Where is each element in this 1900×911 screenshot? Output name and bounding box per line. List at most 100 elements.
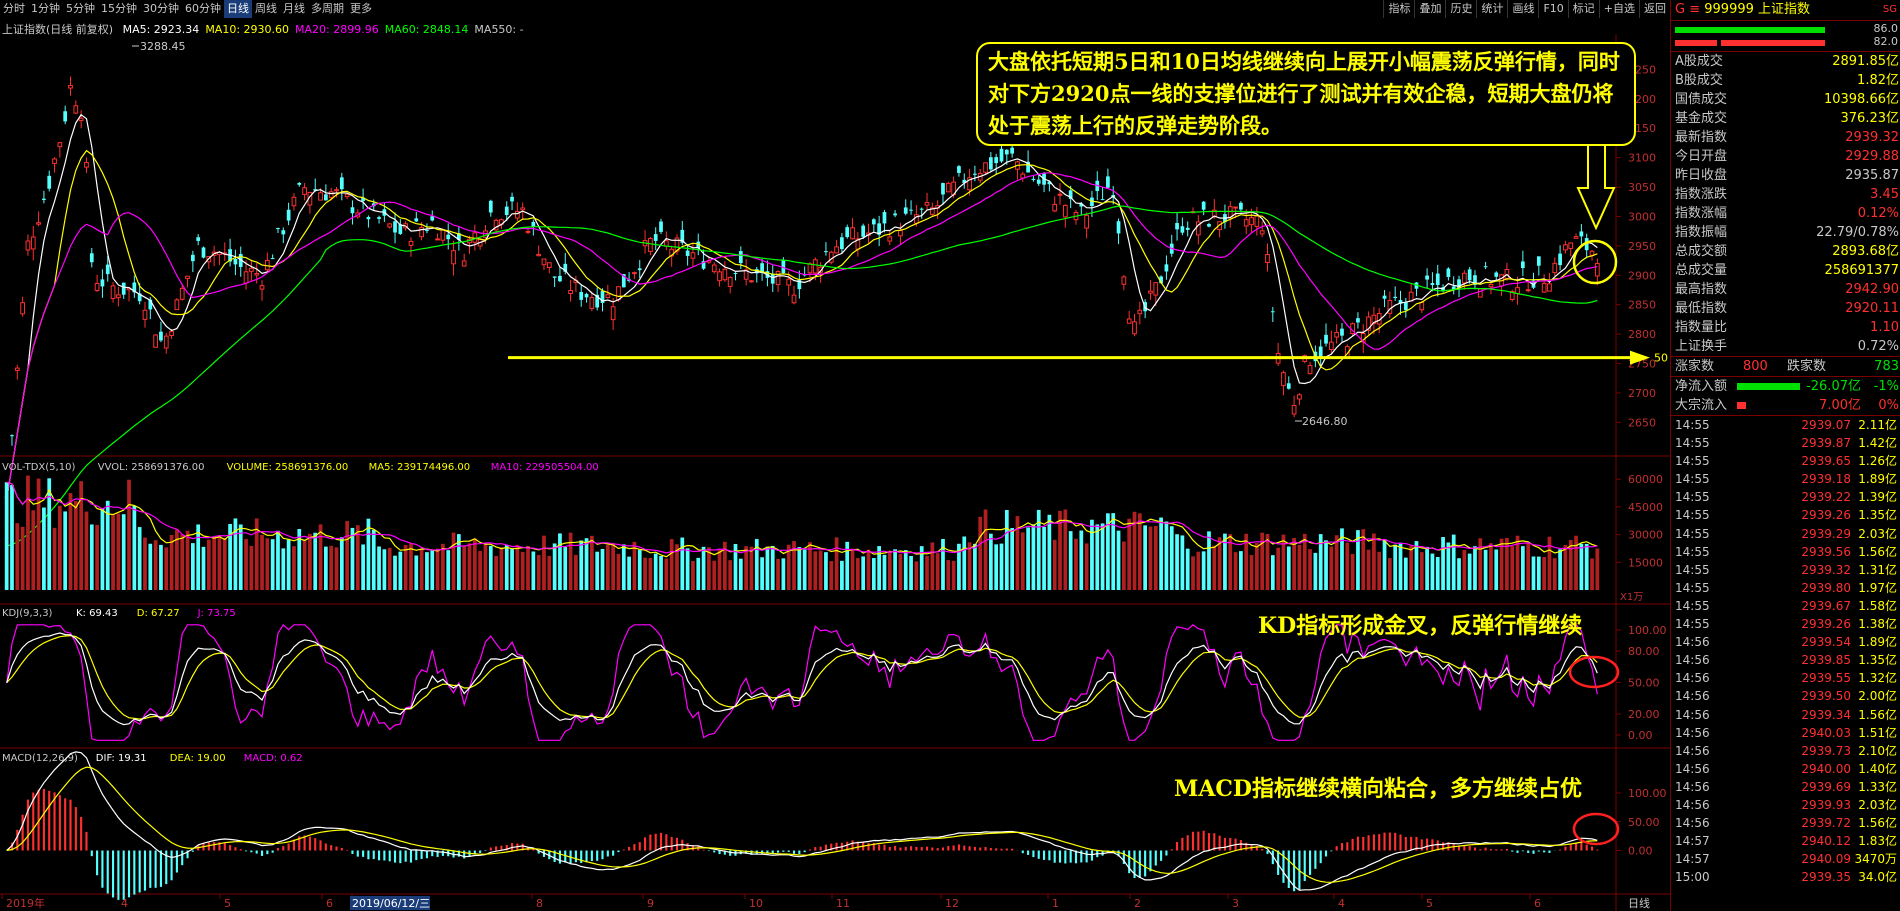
candle-body — [297, 182, 302, 185]
volume-bar — [1265, 534, 1270, 590]
candle-body — [754, 269, 759, 274]
quote-prefix: G ≡ — [1675, 2, 1701, 17]
volume-bar — [648, 557, 653, 590]
tool-button-3[interactable]: 统计 — [1476, 0, 1507, 18]
candle-body — [510, 196, 514, 202]
up-count-value: 800 — [1743, 359, 1768, 374]
ratio-bar-up — [1675, 27, 1825, 33]
period-tab-8[interactable]: 月线 — [283, 2, 305, 15]
kline-chart-area[interactable]: 3250320031503100305030002950290028502800… — [0, 0, 1670, 911]
quote-row: 昨日收盘 2935.87 — [1671, 166, 1900, 185]
quote-code: 999999 — [1704, 2, 1754, 17]
tick-time: 14:56 — [1675, 816, 1710, 831]
tool-button-2[interactable]: 历史 — [1445, 0, 1476, 18]
candle-body — [270, 258, 275, 260]
volume-bar — [1223, 533, 1227, 590]
tool-button-7[interactable]: +自选 — [1598, 0, 1639, 18]
macd-axis-label: 100.00 — [1628, 787, 1667, 800]
period-tab-2[interactable]: 5分钟 — [66, 2, 95, 15]
tool-button-4[interactable]: 画线 — [1507, 0, 1538, 18]
candle-body — [1435, 273, 1440, 286]
volume-bar — [1419, 552, 1424, 590]
candle-body — [1100, 199, 1105, 201]
period-tab-5[interactable]: 60分钟 — [185, 2, 221, 15]
volume-bar — [355, 525, 360, 590]
quote-row-label: 指数涨幅 — [1675, 206, 1728, 221]
volume-bar — [238, 524, 243, 590]
candle-body — [536, 253, 542, 257]
tool-button-8[interactable]: 返回 — [1639, 0, 1670, 18]
tick-amount: 1.56亿 — [1858, 707, 1897, 722]
volume-bar — [712, 560, 717, 590]
period-tab-7[interactable]: 周线 — [255, 2, 277, 15]
candle-body — [25, 240, 31, 251]
volume-bar — [1015, 516, 1020, 590]
kdj-axis-label: 0.00 — [1628, 729, 1653, 742]
period-tab-1[interactable]: 1分钟 — [31, 2, 60, 15]
period-tab-0[interactable]: 分时 — [3, 2, 25, 15]
volume-bar — [1308, 549, 1312, 590]
volume-bar — [935, 553, 940, 590]
volume-bar — [563, 547, 568, 590]
x-axis-label: 9 — [647, 897, 654, 910]
volume-bar — [957, 543, 961, 590]
volume-bar — [79, 481, 84, 590]
candle-body — [696, 241, 701, 249]
candle-body — [179, 287, 185, 300]
quote-row-label: 指数振幅 — [1675, 225, 1728, 240]
candle-body — [1137, 309, 1143, 315]
ma-label-4: MA550: - — [474, 23, 524, 36]
volume-bar — [100, 508, 105, 590]
volume-bar — [632, 541, 637, 590]
volume-bar — [1079, 530, 1084, 590]
candle-body — [589, 297, 595, 309]
tool-button-6[interactable]: 标记 — [1567, 0, 1599, 18]
vol-label: VVOL: 258691376.00 — [98, 462, 205, 473]
flow-value: 7.00亿 — [1819, 398, 1861, 413]
volume-bar — [1446, 542, 1451, 590]
volume-bar — [749, 546, 754, 590]
candle-body — [174, 299, 180, 311]
period-tab-6[interactable]: 日线 — [224, 0, 252, 18]
period-tab-9[interactable]: 多周期 — [311, 2, 344, 15]
candle-body — [1525, 289, 1531, 292]
tool-button-0[interactable]: 指标 — [1383, 0, 1414, 18]
volume-bar — [1393, 544, 1398, 590]
tick-price: 2939.73 — [1801, 743, 1851, 758]
tool-button-1[interactable]: 叠加 — [1414, 0, 1445, 18]
candle-body — [153, 334, 158, 348]
macd-label: MACD(12,26,9) — [2, 753, 78, 764]
x-axis-label: 11 — [836, 897, 850, 910]
volume-bar — [627, 556, 631, 590]
period-tab-4[interactable]: 30分钟 — [143, 2, 179, 15]
volume-bar — [1324, 540, 1328, 590]
candle-body — [903, 207, 908, 214]
volume-bar — [1004, 509, 1009, 590]
volume-bar — [1047, 514, 1052, 590]
candle-body — [898, 229, 903, 237]
tick-time: 14:55 — [1675, 418, 1710, 432]
volume-bar — [925, 555, 929, 590]
tick-list[interactable]: 14:55 2939.07 2.11亿 14:55 2939.87 1.42亿 14:55 2… — [1671, 416, 1900, 886]
volume-bar — [1387, 558, 1392, 590]
tick-price: 2939.18 — [1801, 472, 1851, 487]
tool-button-5[interactable]: F10 — [1538, 0, 1567, 18]
volume-bar — [15, 523, 20, 590]
volume-bar — [669, 539, 674, 590]
candle-body — [834, 246, 839, 254]
volume-bar — [1499, 538, 1504, 590]
volume-bar — [722, 541, 727, 590]
macd-axis-label: 0.00 — [1628, 845, 1653, 858]
candle-body — [89, 253, 94, 263]
ratio-bars: 86.0 82.0 — [1671, 21, 1900, 52]
ma60-line — [6, 205, 1598, 547]
volume-bar — [233, 518, 238, 590]
candle-body — [318, 192, 323, 201]
period-tab-10[interactable]: 更多 — [350, 2, 372, 15]
macd-highlight-circle — [1572, 812, 1620, 846]
period-tab-3[interactable]: 15分钟 — [101, 2, 137, 15]
quote-row: 最高指数 2942.90 — [1671, 280, 1900, 299]
volume-bar — [414, 555, 419, 590]
tick-time: 14:55 — [1675, 526, 1710, 541]
volume-bar — [579, 540, 584, 590]
